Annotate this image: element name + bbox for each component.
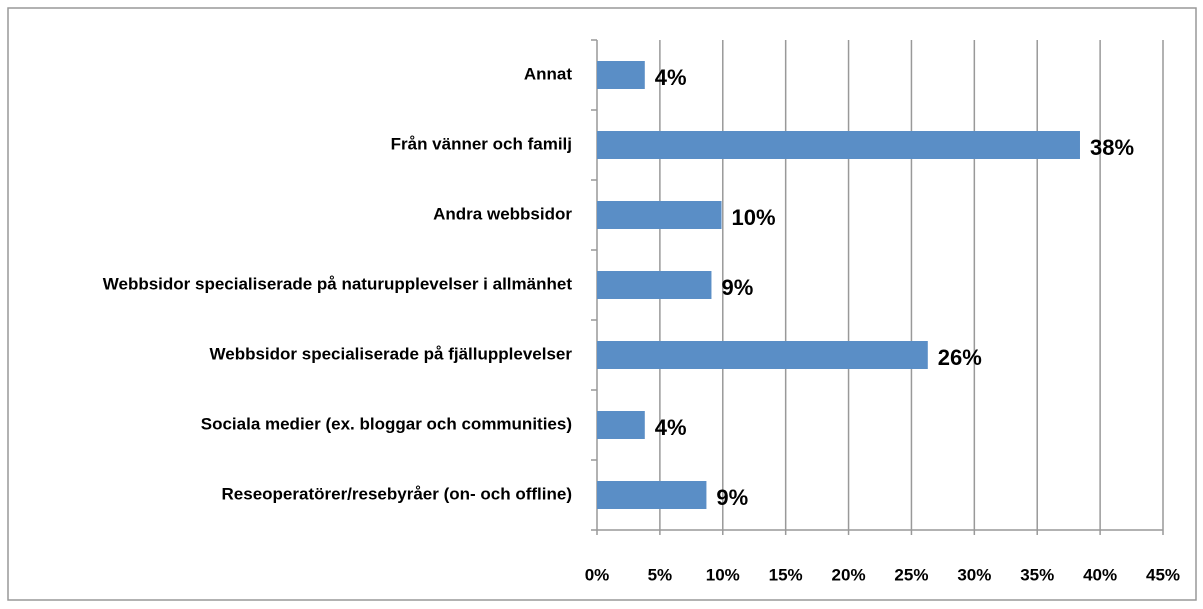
- y-tick-label: Annat: [524, 64, 573, 83]
- x-tick-label: 40%: [1083, 565, 1117, 584]
- bar: [597, 481, 707, 509]
- bar: [597, 201, 722, 229]
- value-label: 26%: [938, 345, 982, 370]
- y-tick-label: Webbsidor specialiserade på naturuppleve…: [103, 274, 573, 293]
- x-tick-label: 45%: [1146, 565, 1180, 584]
- x-tick-label: 30%: [957, 565, 991, 584]
- y-tick-label: Reseoperatörer/resebyråer (on- och offli…: [222, 484, 572, 503]
- x-tick-label: 10%: [706, 565, 740, 584]
- value-label: 10%: [732, 205, 776, 230]
- x-tick-label: 0%: [585, 565, 610, 584]
- x-tick-label: 20%: [832, 565, 866, 584]
- y-tick-label: Andra webbsidor: [433, 204, 572, 223]
- bar: [597, 411, 645, 439]
- x-tick-label: 15%: [769, 565, 803, 584]
- value-label: 9%: [721, 275, 753, 300]
- value-label: 4%: [655, 415, 687, 440]
- chart-border: [7, 7, 1197, 601]
- bar: [597, 271, 712, 299]
- x-tick-label: 25%: [894, 565, 928, 584]
- x-tick-label: 35%: [1020, 565, 1054, 584]
- bar: [597, 341, 928, 369]
- x-tick-label: 5%: [648, 565, 673, 584]
- value-label: 4%: [655, 65, 687, 90]
- value-label: 9%: [716, 485, 748, 510]
- y-tick-label: Från vänner och familj: [391, 134, 572, 153]
- bar: [597, 131, 1080, 159]
- value-label: 38%: [1090, 135, 1134, 160]
- y-tick-label: Webbsidor specialiserade på fjälluppleve…: [210, 344, 573, 363]
- bar: [597, 61, 645, 89]
- y-tick-label: Sociala medier (ex. bloggar och communit…: [201, 414, 572, 433]
